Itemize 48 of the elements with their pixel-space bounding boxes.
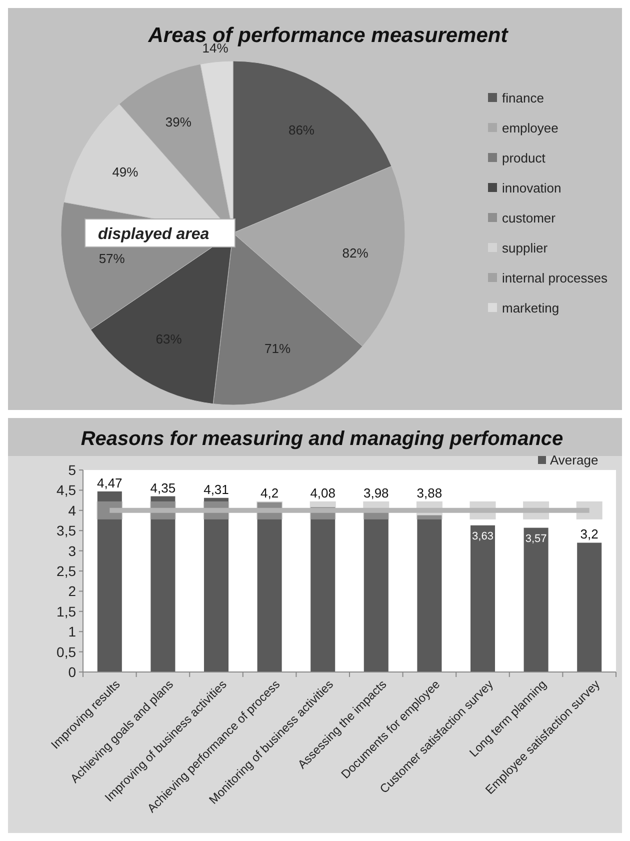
- data-label: 3,57: [525, 532, 547, 545]
- y-tick-label: 0,5: [56, 644, 76, 660]
- legend-label: employee: [502, 120, 558, 136]
- y-tick-label: 5: [68, 462, 76, 478]
- bar: [204, 498, 229, 672]
- data-label: 39%: [165, 114, 192, 130]
- y-tick-label: 3,5: [56, 522, 76, 539]
- bar: [470, 525, 496, 672]
- data-label: 82%: [342, 245, 369, 260]
- data-label: 3,98: [363, 485, 389, 500]
- bar: [417, 515, 442, 672]
- bar: [97, 491, 122, 672]
- y-tick-label: 3: [68, 542, 76, 559]
- bar: [150, 496, 176, 672]
- y-tick-label: 2,5: [56, 563, 76, 579]
- bar: [524, 528, 548, 672]
- legend-label: product: [502, 150, 546, 166]
- bar: [310, 507, 336, 672]
- legend-label: innovation: [502, 180, 562, 196]
- y-tick-label: 1: [68, 624, 76, 640]
- data-label: 71%: [264, 341, 291, 356]
- legend-label: marketing: [502, 300, 560, 316]
- legend-label: internal processes: [502, 270, 608, 286]
- data-label: 4,47: [96, 475, 122, 490]
- data-label: 4,08: [310, 485, 336, 500]
- text: displayed area: [98, 226, 210, 243]
- y-tick-label: 2: [68, 583, 76, 600]
- y-tick-label: 0: [68, 664, 76, 680]
- bar: [577, 542, 602, 672]
- y-tick-label: 1,5: [56, 603, 76, 620]
- legend-label: finance: [502, 90, 544, 106]
- y-tick-label: 4,5: [56, 482, 76, 498]
- y-tick-label: 4: [68, 502, 76, 518]
- data-label: 4,2: [260, 485, 279, 500]
- bar: [364, 511, 388, 672]
- legend-label: customer: [502, 210, 556, 226]
- data-label: 4,35: [150, 480, 176, 496]
- data-label: 3,88: [416, 485, 442, 500]
- data-label: 57%: [98, 251, 126, 266]
- legend-label: Average: [550, 452, 598, 468]
- data-label: 3,63: [472, 530, 494, 542]
- chart-title: Reasons for measuring and managing perfomance: [80, 428, 564, 450]
- data-label: 4,31: [204, 482, 229, 497]
- data-label: 86%: [288, 122, 315, 138]
- bar: [257, 502, 282, 672]
- legend-label: supplier: [502, 240, 548, 256]
- data-label: 3,2: [580, 526, 598, 542]
- data-label: 49%: [112, 164, 139, 180]
